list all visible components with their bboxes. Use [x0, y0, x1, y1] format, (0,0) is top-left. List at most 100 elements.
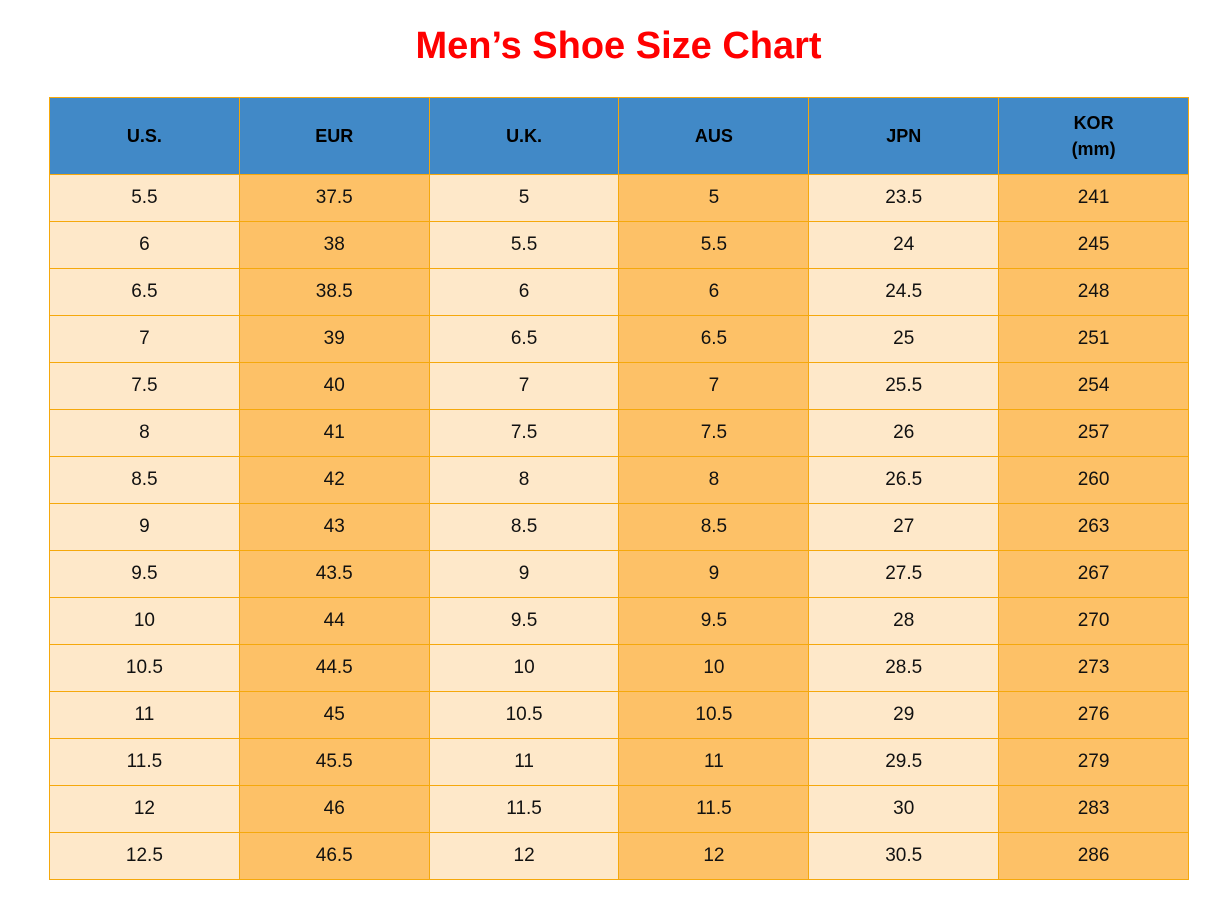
table-cell: 10: [618, 644, 810, 692]
column-header: JPN: [808, 97, 1000, 175]
table-cell: 9: [618, 550, 810, 598]
table-row: 7 39 6.5 6.5 25 251: [49, 315, 1189, 363]
table-cell: 11.5: [428, 785, 620, 833]
column-header: EUR: [238, 97, 430, 175]
table-cell: 41: [238, 409, 430, 457]
table-cell: 12: [618, 832, 810, 880]
table-cell: 44: [238, 597, 430, 645]
table-cell: 27.5: [808, 550, 1000, 598]
table-cell: 37.5: [238, 174, 430, 222]
table-cell: 8: [49, 409, 240, 457]
table-cell: 279: [998, 738, 1189, 786]
table-cell: 12: [428, 832, 620, 880]
table-cell: 38.5: [238, 268, 430, 316]
table-cell: 25: [808, 315, 1000, 363]
table-cell: 276: [998, 691, 1189, 739]
column-header: U.S.: [49, 97, 240, 175]
table-cell: 7.5: [618, 409, 810, 457]
table-cell: 6.5: [428, 315, 620, 363]
column-header-label: JPN: [886, 126, 922, 146]
column-header-label: U.K.: [506, 126, 543, 146]
table-cell: 11.5: [618, 785, 810, 833]
table-cell: 8: [618, 456, 810, 504]
table-row: 8.5 42 8 8 26.5 260: [49, 456, 1189, 504]
table-cell: 6: [49, 221, 240, 269]
table-cell: 7: [428, 362, 620, 410]
table-cell: 40: [238, 362, 430, 410]
table-cell: 29: [808, 691, 1000, 739]
table-cell: 26: [808, 409, 1000, 457]
table-cell: 7: [618, 362, 810, 410]
table-cell: 28: [808, 597, 1000, 645]
table-row: 6 38 5.5 5.5 24 245: [49, 221, 1189, 269]
table-cell: 10.5: [49, 644, 240, 692]
table-cell: 10: [428, 644, 620, 692]
table-cell: 6.5: [618, 315, 810, 363]
table-cell: 8: [428, 456, 620, 504]
column-header-label: EUR: [315, 126, 354, 146]
table-cell: 43: [238, 503, 430, 551]
column-header-label: KOR: [1073, 113, 1114, 133]
column-header-label: AUS: [694, 126, 733, 146]
table-row: 12 46 11.5 11.5 30 283: [49, 785, 1189, 833]
table-row: 9.5 43.5 9 9 27.5 267: [49, 550, 1189, 598]
table-cell: 46.5: [238, 832, 430, 880]
table-cell: 248: [998, 268, 1189, 316]
column-header: U.K.: [428, 97, 620, 175]
table-cell: 270: [998, 597, 1189, 645]
table-cell: 241: [998, 174, 1189, 222]
page-title: Men’s Shoe Size Chart: [415, 25, 822, 67]
table-cell: 24: [808, 221, 1000, 269]
table-cell: 7: [49, 315, 240, 363]
table-cell: 5.5: [49, 174, 240, 222]
table-body: 5.5 37.5 5 5 23.5 241 6 38 5.5 5.5 24 245 6.5 38.5 6 6 2…: [49, 174, 1189, 880]
table-cell: 9.5: [428, 597, 620, 645]
table-cell: 5: [618, 174, 810, 222]
table-row: 6.5 38.5 6 6 24.5 248: [49, 268, 1189, 316]
table-cell: 42: [238, 456, 430, 504]
table-cell: 11: [428, 738, 620, 786]
table-cell: 44.5: [238, 644, 430, 692]
table-cell: 30.5: [808, 832, 1000, 880]
table-cell: 27: [808, 503, 1000, 551]
table-cell: 9: [49, 503, 240, 551]
table-cell: 10.5: [428, 691, 620, 739]
table-cell: 245: [998, 221, 1189, 269]
table-cell: 45: [238, 691, 430, 739]
table-row: 12.5 46.5 12 12 30.5 286: [49, 832, 1189, 880]
table-cell: 11: [49, 691, 240, 739]
table-cell: 263: [998, 503, 1189, 551]
table-cell: 6: [428, 268, 620, 316]
table-cell: 8.5: [618, 503, 810, 551]
table-cell: 260: [998, 456, 1189, 504]
table-cell: 11.5: [49, 738, 240, 786]
table-cell: 257: [998, 409, 1189, 457]
table-cell: 8.5: [49, 456, 240, 504]
column-header: AUS: [618, 97, 810, 175]
table-cell: 25.5: [808, 362, 1000, 410]
table-cell: 283: [998, 785, 1189, 833]
table-cell: 9: [428, 550, 620, 598]
table-cell: 7.5: [49, 362, 240, 410]
table-cell: 23.5: [808, 174, 1000, 222]
table-cell: 12: [49, 785, 240, 833]
table-cell: 10: [49, 597, 240, 645]
table-row: 7.5 40 7 7 25.5 254: [49, 362, 1189, 410]
column-header: KOR (mm): [998, 97, 1189, 175]
table-cell: 273: [998, 644, 1189, 692]
table-cell: 5.5: [428, 221, 620, 269]
table-cell: 286: [998, 832, 1189, 880]
table-row: 11 45 10.5 10.5 29 276: [49, 691, 1189, 739]
table-cell: 251: [998, 315, 1189, 363]
table-cell: 26.5: [808, 456, 1000, 504]
table-cell: 6: [618, 268, 810, 316]
table-cell: 254: [998, 362, 1189, 410]
table-cell: 43.5: [238, 550, 430, 598]
table-cell: 28.5: [808, 644, 1000, 692]
table-row: 8 41 7.5 7.5 26 257: [49, 409, 1189, 457]
table-cell: 9.5: [618, 597, 810, 645]
table-cell: 46: [238, 785, 430, 833]
table-cell: 39: [238, 315, 430, 363]
table-cell: 12.5: [49, 832, 240, 880]
header-row: U.S. EUR U.K. AUS JPN KOR (mm): [49, 97, 1189, 175]
